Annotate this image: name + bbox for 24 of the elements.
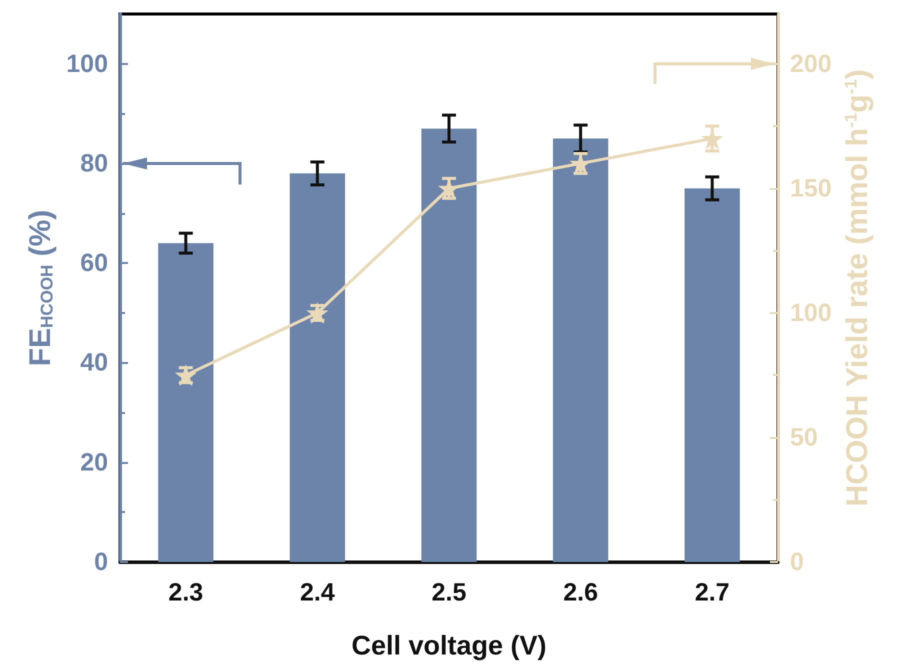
y2-tick-label: 50 — [790, 423, 818, 452]
y-tick-label: 40 — [80, 348, 108, 377]
bar — [684, 188, 740, 562]
x-tick-label: 2.5 — [432, 578, 466, 606]
y-tick-label: 20 — [80, 448, 108, 476]
x-axis-title: Cell voltage (V) — [351, 630, 547, 660]
y2-axis-title: HCOOH Yield rate (mmol h-1g-1) — [841, 69, 874, 506]
y2-tick-label: 150 — [790, 174, 832, 202]
x-tick-label: 2.6 — [563, 578, 598, 606]
x-tick-label: 2.7 — [694, 578, 730, 606]
bar — [158, 243, 214, 562]
bar — [552, 138, 608, 562]
bar — [290, 173, 346, 562]
y2-tick-label: 200 — [790, 50, 832, 78]
y-tick-label: 80 — [80, 149, 108, 178]
y2-tick-label: 0 — [790, 548, 804, 576]
bar — [421, 128, 477, 562]
x-tick-label: 2.4 — [300, 578, 335, 606]
y-tick-label: 0 — [94, 548, 108, 576]
y-tick-label: 60 — [80, 249, 108, 278]
y-tick-label: 100 — [66, 50, 108, 78]
y-axis-title: FEHCOOH (%) — [24, 210, 57, 366]
x-tick-label: 2.3 — [168, 578, 204, 606]
y2-tick-label: 100 — [790, 298, 832, 327]
